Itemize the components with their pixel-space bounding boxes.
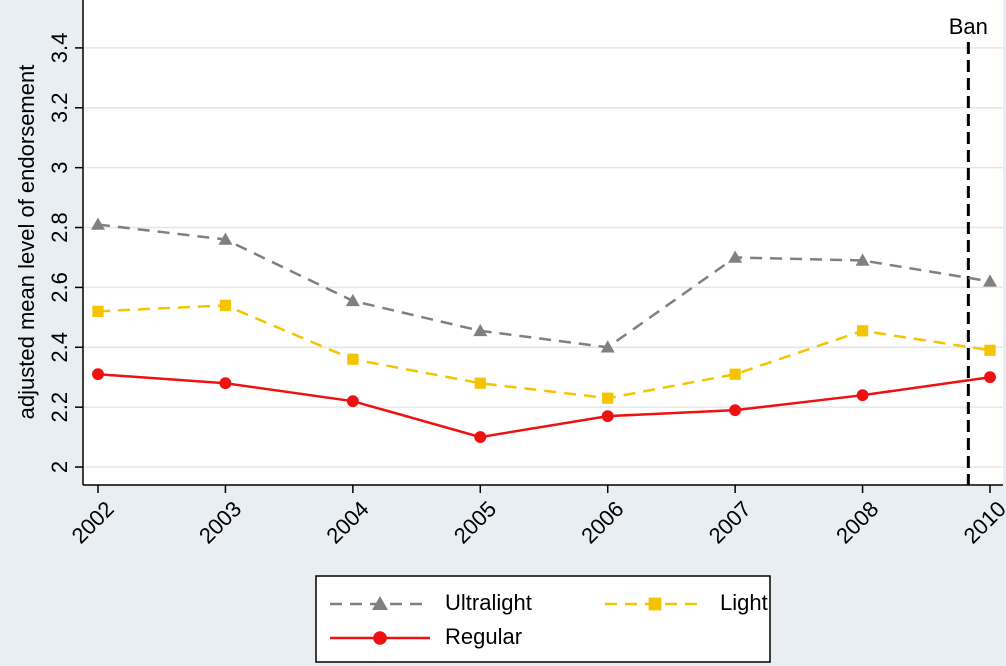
y-tick-label: 3.4 <box>47 33 72 64</box>
y-tick-label: 3 <box>47 162 72 174</box>
legend-label: Ultralight <box>445 590 532 615</box>
y-axis-title: adjusted mean level of endorsement <box>14 65 39 420</box>
x-tick-label: 2006 <box>576 496 628 548</box>
marker <box>219 299 232 311</box>
x-tick-label: 2008 <box>831 496 883 548</box>
y-tick-label: 2.8 <box>47 212 72 243</box>
x-tick-label: 2003 <box>194 496 246 548</box>
annotation: Ban <box>949 14 988 39</box>
y-tick-label: 2.6 <box>47 272 72 303</box>
marker <box>219 377 232 390</box>
series-line <box>97 304 991 400</box>
legend <box>315 575 771 663</box>
y-tick-label: 2.2 <box>47 392 72 423</box>
marker <box>729 368 741 380</box>
marker <box>984 344 996 356</box>
marker <box>372 596 388 610</box>
x-tick-label: 2002 <box>67 496 119 548</box>
marker <box>373 631 387 645</box>
x-tick-label: 2007 <box>704 496 756 548</box>
marker <box>347 353 359 365</box>
marker <box>856 389 869 402</box>
marker <box>218 232 233 245</box>
marker <box>345 293 360 307</box>
marker <box>602 392 614 404</box>
marker <box>92 368 104 381</box>
legend-label: Regular <box>445 624 522 649</box>
marker <box>728 250 743 263</box>
series-line <box>97 223 991 349</box>
marker <box>473 323 488 337</box>
marker <box>600 340 615 353</box>
marker <box>984 371 996 384</box>
y-tick-label: 2.4 <box>47 332 72 363</box>
series-line <box>97 372 991 439</box>
marker <box>648 597 662 611</box>
marker <box>983 274 997 287</box>
marker <box>92 305 104 317</box>
x-tick-label: 2005 <box>449 496 501 548</box>
marker <box>474 377 486 389</box>
marker <box>91 217 105 230</box>
marker <box>729 404 742 417</box>
x-tick-label: 2004 <box>321 496 373 548</box>
marker <box>474 431 487 444</box>
marker <box>855 253 870 266</box>
legend-label: Light <box>720 590 768 615</box>
x-tick-label: 2010 <box>959 496 1006 548</box>
marker <box>601 410 614 423</box>
plot-area <box>83 0 1003 485</box>
y-tick-label: 3.2 <box>47 92 72 123</box>
y-tick-label: 2 <box>47 461 72 473</box>
marker <box>856 325 869 337</box>
marker <box>346 395 359 408</box>
